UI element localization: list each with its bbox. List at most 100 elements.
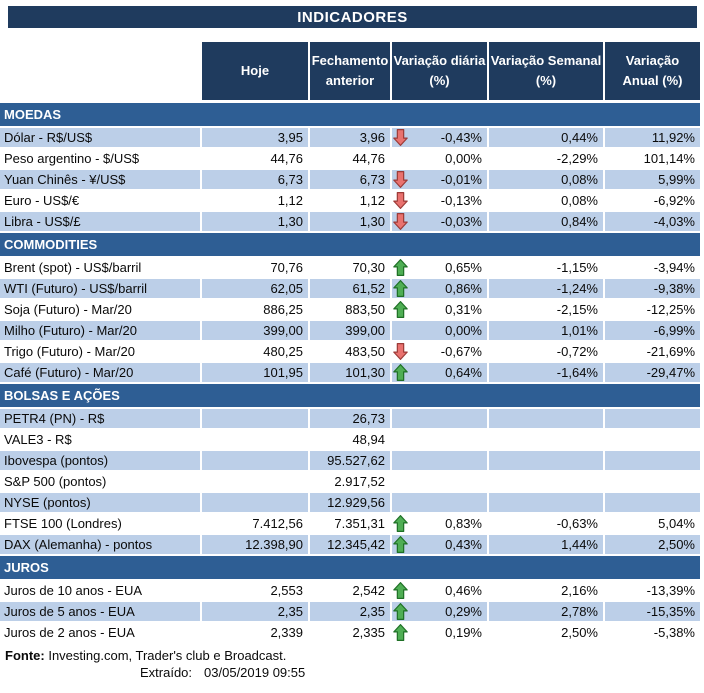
row-label: DAX (Alemanha) - pontos	[0, 535, 200, 554]
hoje-value: 2,339	[200, 623, 308, 642]
variacao-anual-value: 2,50%	[603, 535, 700, 554]
table-row: FTSE 100 (Londres) 7.412,56 7.351,31 0,83% -…	[0, 514, 700, 535]
variacao-anual-value: -3,94%	[603, 258, 700, 277]
variacao-diaria-value: -0,03%	[440, 214, 482, 229]
up-arrow-icon	[393, 301, 408, 318]
source-label: Fonte:	[5, 648, 45, 663]
variacao-semanal-value: 0,44%	[487, 128, 603, 147]
variacao-semanal-value	[487, 430, 603, 449]
extracted-label: Extraído:	[140, 665, 193, 680]
row-label: Brent (spot) - US$/barril	[4, 260, 142, 275]
section-header-juros: JUROS	[0, 556, 700, 581]
hoje-value	[200, 409, 308, 428]
no-arrow-spacer	[393, 431, 408, 448]
hoje-value: 480,25	[200, 342, 308, 361]
variacao-semanal-value: 2,16%	[487, 581, 603, 600]
variacao-diaria-cell: -0,43%	[390, 128, 487, 147]
variacao-diaria-value: -0,43%	[440, 130, 482, 145]
up-arrow-icon	[393, 259, 408, 276]
variacao-anual-value: 11,92%	[603, 128, 700, 147]
variacao-anual-value	[603, 409, 700, 428]
variacao-diaria-value: 0,00%	[445, 151, 482, 166]
fechamento-anterior-value: 1,12	[308, 191, 390, 210]
variacao-semanal-value: 1,01%	[487, 321, 603, 340]
hoje-value: 44,76	[200, 149, 308, 168]
variacao-semanal-value	[487, 451, 603, 470]
variacao-diaria-cell: 0,31%	[390, 300, 487, 319]
table-row: Dólar - R$/US$ 3,95 3,96 -0,43% 0,44% 11,92%	[0, 128, 700, 149]
variacao-diaria-cell: 0,64%	[390, 363, 487, 382]
variacao-anual-value: -5,38%	[603, 623, 700, 642]
row-label: Café (Futuro) - Mar/20	[0, 363, 200, 382]
variacao-semanal-value: 0,84%	[487, 212, 603, 231]
variacao-semanal-value: 0,08%	[487, 191, 603, 210]
variacao-diaria-cell: -0,01%	[390, 170, 487, 189]
variacao-semanal-value: 1,44%	[487, 535, 603, 554]
column-header-variacao-anual: Variação Anual (%)	[603, 42, 700, 100]
down-arrow-icon	[393, 343, 408, 360]
row-label: Trigo (Futuro) - Mar/20	[4, 344, 135, 359]
variacao-semanal-value: -1,24%	[487, 279, 603, 298]
variacao-anual-value	[603, 472, 700, 491]
variacao-semanal-value: -2,15%	[487, 300, 603, 319]
down-arrow-icon	[393, 192, 408, 209]
row-label: Juros de 10 anos - EUA	[4, 583, 143, 598]
source-line: Fonte: Investing.com, Trader's club e Br…	[5, 647, 704, 664]
table-row: DAX (Alemanha) - pontos 12.398,90 12.345,4…	[0, 535, 700, 556]
fechamento-anterior-value: 2,335	[308, 623, 390, 642]
variacao-diaria-cell	[390, 409, 487, 428]
variacao-diaria-cell: -0,67%	[390, 342, 487, 361]
hoje-value	[200, 493, 308, 512]
variacao-semanal-value: 2,50%	[487, 623, 603, 642]
variacao-anual-value	[603, 430, 700, 449]
row-label: Libra - US$/£	[0, 212, 200, 231]
hoje-value: 101,95	[200, 363, 308, 382]
up-arrow-icon	[393, 603, 408, 620]
fechamento-anterior-value: 399,00	[308, 321, 390, 340]
variacao-anual-value: -13,39%	[603, 581, 700, 600]
fechamento-anterior-value: 2,542	[308, 581, 390, 600]
variacao-diaria-cell	[390, 493, 487, 512]
up-arrow-icon	[393, 364, 408, 381]
no-arrow-spacer	[393, 494, 408, 511]
column-header-fechamento-anterior: Fechamento anterior	[308, 42, 390, 100]
variacao-diaria-cell	[390, 451, 487, 470]
table-row: Trigo (Futuro) - Mar/20 480,25 483,50 -0,67…	[0, 342, 700, 363]
variacao-diaria-value: -0,01%	[440, 172, 482, 187]
indicators-page: INDICADORES Hoje Fechamento anterior Var…	[0, 6, 704, 693]
up-arrow-icon	[393, 536, 408, 553]
fechamento-anterior-value: 26,73	[308, 409, 390, 428]
table-row: Soja (Futuro) - Mar/20 886,25 883,50 0,31% -…	[0, 300, 700, 321]
fechamento-anterior-value: 12.929,56	[308, 493, 390, 512]
extracted-line: Extraído: 03/05/2019 09:55	[140, 664, 704, 681]
variacao-diaria-value: 0,00%	[445, 323, 482, 338]
page-title: INDICADORES	[8, 6, 697, 28]
table-row: Ibovespa (pontos) 95.527,62	[0, 451, 700, 472]
hoje-value	[200, 472, 308, 491]
table-row: Juros de 5 anos - EUA 2,35 2,35 0,29% 2,78% -…	[0, 602, 700, 623]
variacao-diaria-cell: -0,13%	[390, 191, 487, 210]
fechamento-anterior-value: 61,52	[308, 279, 390, 298]
no-arrow-spacer	[393, 150, 408, 167]
row-label: FTSE 100 (Londres)	[4, 516, 122, 531]
fechamento-anterior-value: 883,50	[308, 300, 390, 319]
variacao-diaria-value: 0,86%	[445, 281, 482, 296]
table-header-row: Hoje Fechamento anterior Variação diária…	[0, 42, 700, 100]
hoje-value	[200, 451, 308, 470]
variacao-anual-value: 5,99%	[603, 170, 700, 189]
up-arrow-icon	[393, 280, 408, 297]
row-label: Juros de 5 anos - EUA	[0, 602, 200, 621]
variacao-semanal-value: 2,78%	[487, 602, 603, 621]
row-label: Ibovespa (pontos)	[0, 451, 200, 470]
hoje-value	[200, 430, 308, 449]
footer: Fonte: Investing.com, Trader's club e Br…	[0, 647, 704, 681]
variacao-diaria-value: 0,64%	[445, 365, 482, 380]
variacao-diaria-value: -0,67%	[440, 344, 482, 359]
table-row: S&P 500 (pontos) 2.917,52	[0, 472, 700, 493]
no-arrow-spacer	[393, 410, 408, 427]
variacao-anual-value	[603, 451, 700, 470]
variacao-anual-value: -4,03%	[603, 212, 700, 231]
no-arrow-spacer	[393, 452, 408, 469]
variacao-semanal-value: -0,72%	[487, 342, 603, 361]
source-text: Investing.com, Trader's club e Broadcast…	[44, 648, 287, 663]
